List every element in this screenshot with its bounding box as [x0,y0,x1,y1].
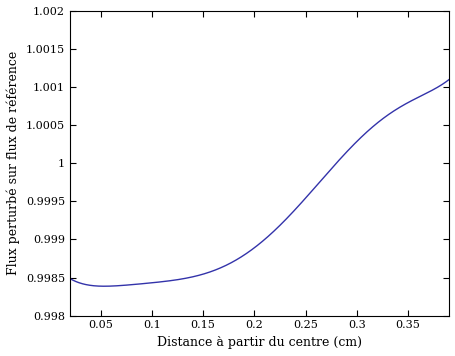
X-axis label: Distance à partir du centre (cm): Distance à partir du centre (cm) [157,336,361,349]
Y-axis label: Flux perturbé sur flux de référence: Flux perturbé sur flux de référence [7,51,20,276]
